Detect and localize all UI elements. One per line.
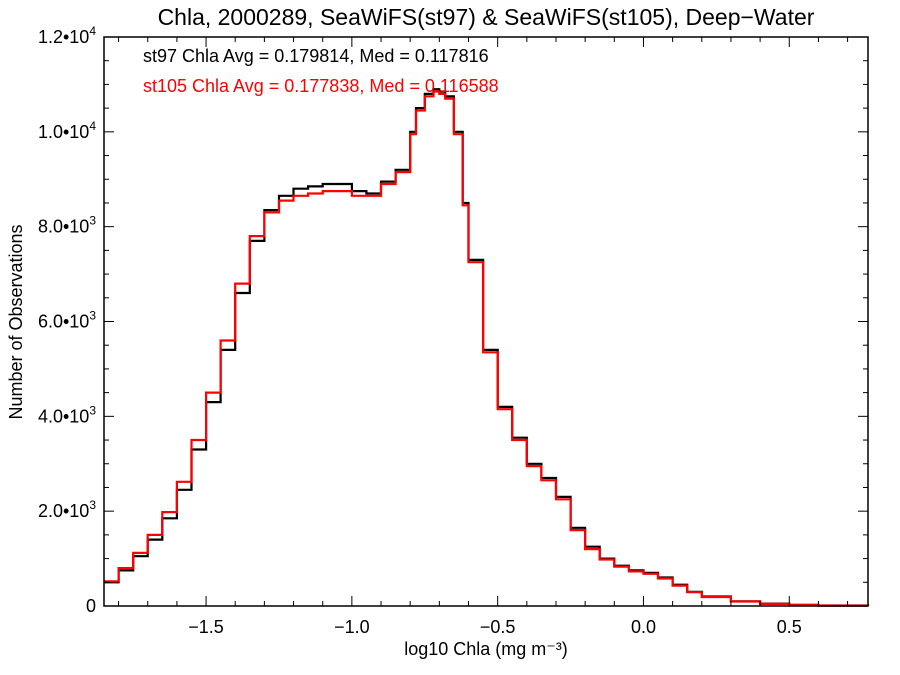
annotation-st105: st105 Chla Avg = 0.177838, Med = 0.11658…	[143, 76, 499, 96]
y-tick-label: 1.0•104	[38, 119, 96, 142]
x-tick-label: 0.0	[631, 617, 656, 637]
x-tick-label: −1.0	[334, 617, 370, 637]
x-tick-label: 0.5	[777, 617, 802, 637]
y-tick-label: 1.2•104	[38, 24, 96, 47]
x-axis-label: log10 Chla (mg m⁻³)	[404, 639, 568, 659]
y-tick-label: 4.0•103	[38, 403, 96, 426]
series-st105-line	[104, 90, 870, 607]
chart-title: Chla, 2000289, SeaWiFS(st97) & SeaWiFS(s…	[158, 4, 815, 30]
y-tick-label: 0	[86, 596, 96, 616]
x-axis-ticks: −1.5 −1.0 −0.5 0.0 0.5	[118, 37, 849, 637]
y-axis-ticks: 0 2.0•103 4.0•103 6.0•103 8.0•103 1.0•104 1.2•…	[38, 24, 868, 616]
y-tick-label: 6.0•103	[38, 309, 96, 332]
y-tick-label: 2.0•103	[38, 498, 96, 521]
annotation-st97: st97 Chla Avg = 0.179814, Med = 0.117816	[143, 46, 489, 66]
y-axis-label: Number of Observations	[6, 224, 26, 419]
plot-frame	[103, 36, 869, 607]
series-st97-line	[104, 88, 870, 607]
y-tick-label: 8.0•103	[38, 214, 96, 237]
x-tick-label: −0.5	[480, 617, 516, 637]
series-layer	[104, 88, 870, 607]
x-tick-label: −1.5	[188, 617, 224, 637]
